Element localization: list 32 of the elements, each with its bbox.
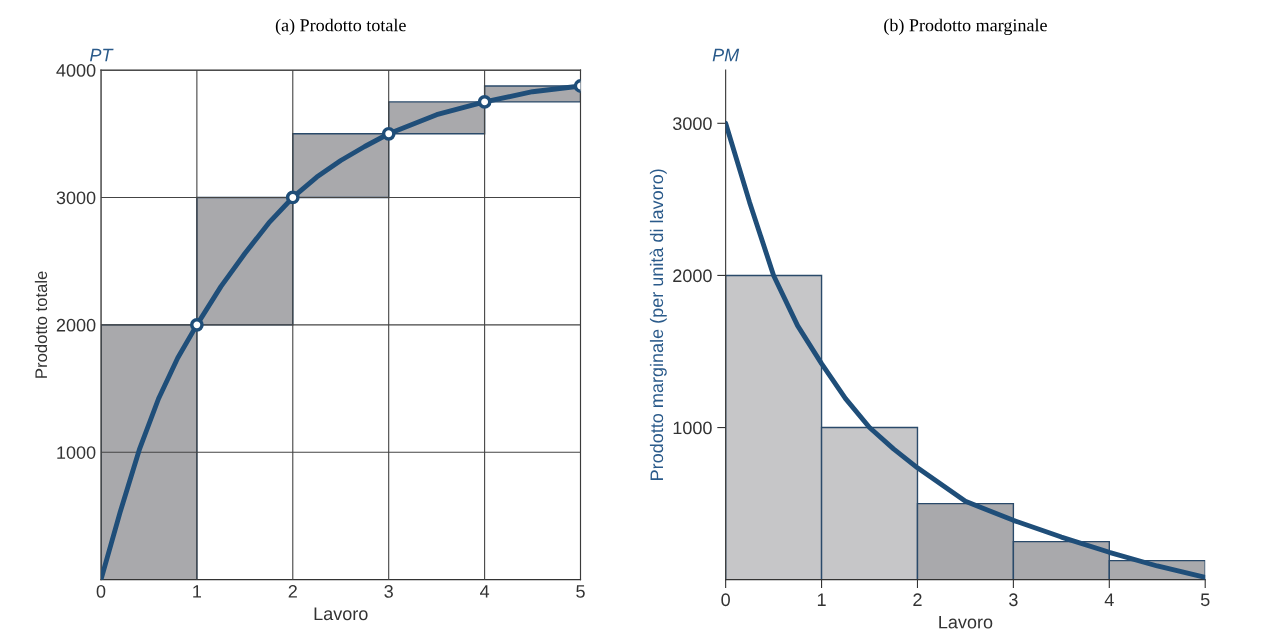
- y-tick-label: 2000: [673, 269, 712, 283]
- x-tick-label: 1: [817, 593, 826, 606]
- chart-title: (b) Prodotto marginale: [884, 18, 1047, 36]
- y-tick-label: 1000: [673, 421, 712, 435]
- y-tick-label: 3000: [672, 117, 712, 131]
- x-axis-title: Lavoro: [939, 615, 993, 629]
- x-tick-label: 4: [1104, 593, 1114, 606]
- bar: [100, 324, 198, 580]
- x-tick-label: 0: [721, 593, 730, 607]
- x-tick-label: 1: [193, 585, 202, 598]
- x-tick-label: 2: [288, 585, 297, 598]
- x-tick-label: 5: [1200, 593, 1210, 607]
- text: PT: [89, 48, 114, 62]
- y-tick-label: 2000: [56, 318, 96, 332]
- point: [189, 317, 204, 332]
- y-tick-label: 4000: [56, 64, 96, 77]
- x-tick-label: 5: [576, 585, 585, 598]
- x-tick-label: 4: [480, 585, 490, 598]
- x-tick-label: 0: [96, 585, 106, 598]
- point: [381, 126, 396, 141]
- x-tick-label: 3: [384, 585, 393, 598]
- x-tick-label: 2: [913, 593, 922, 606]
- x-axis-title: Lavoro: [314, 607, 368, 621]
- point: [477, 95, 492, 109]
- y-tick-label: 3000: [56, 191, 96, 205]
- text: PM: [712, 48, 740, 62]
- x-tick-label: 3: [1009, 593, 1018, 607]
- point: [285, 190, 300, 205]
- y-axis-title: Prodotto totale: [34, 271, 48, 378]
- chart-title: (a) Prodotto totale: [275, 18, 406, 36]
- y-tick-label: 1000: [57, 446, 96, 459]
- y-axis-title: Prodotto marginale (per unità di lavoro): [649, 169, 667, 480]
